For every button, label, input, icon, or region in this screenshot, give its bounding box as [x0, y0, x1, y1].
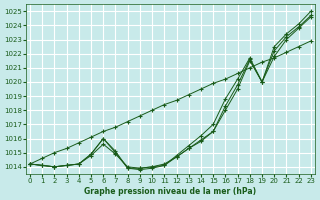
X-axis label: Graphe pression niveau de la mer (hPa): Graphe pression niveau de la mer (hPa)	[84, 187, 257, 196]
